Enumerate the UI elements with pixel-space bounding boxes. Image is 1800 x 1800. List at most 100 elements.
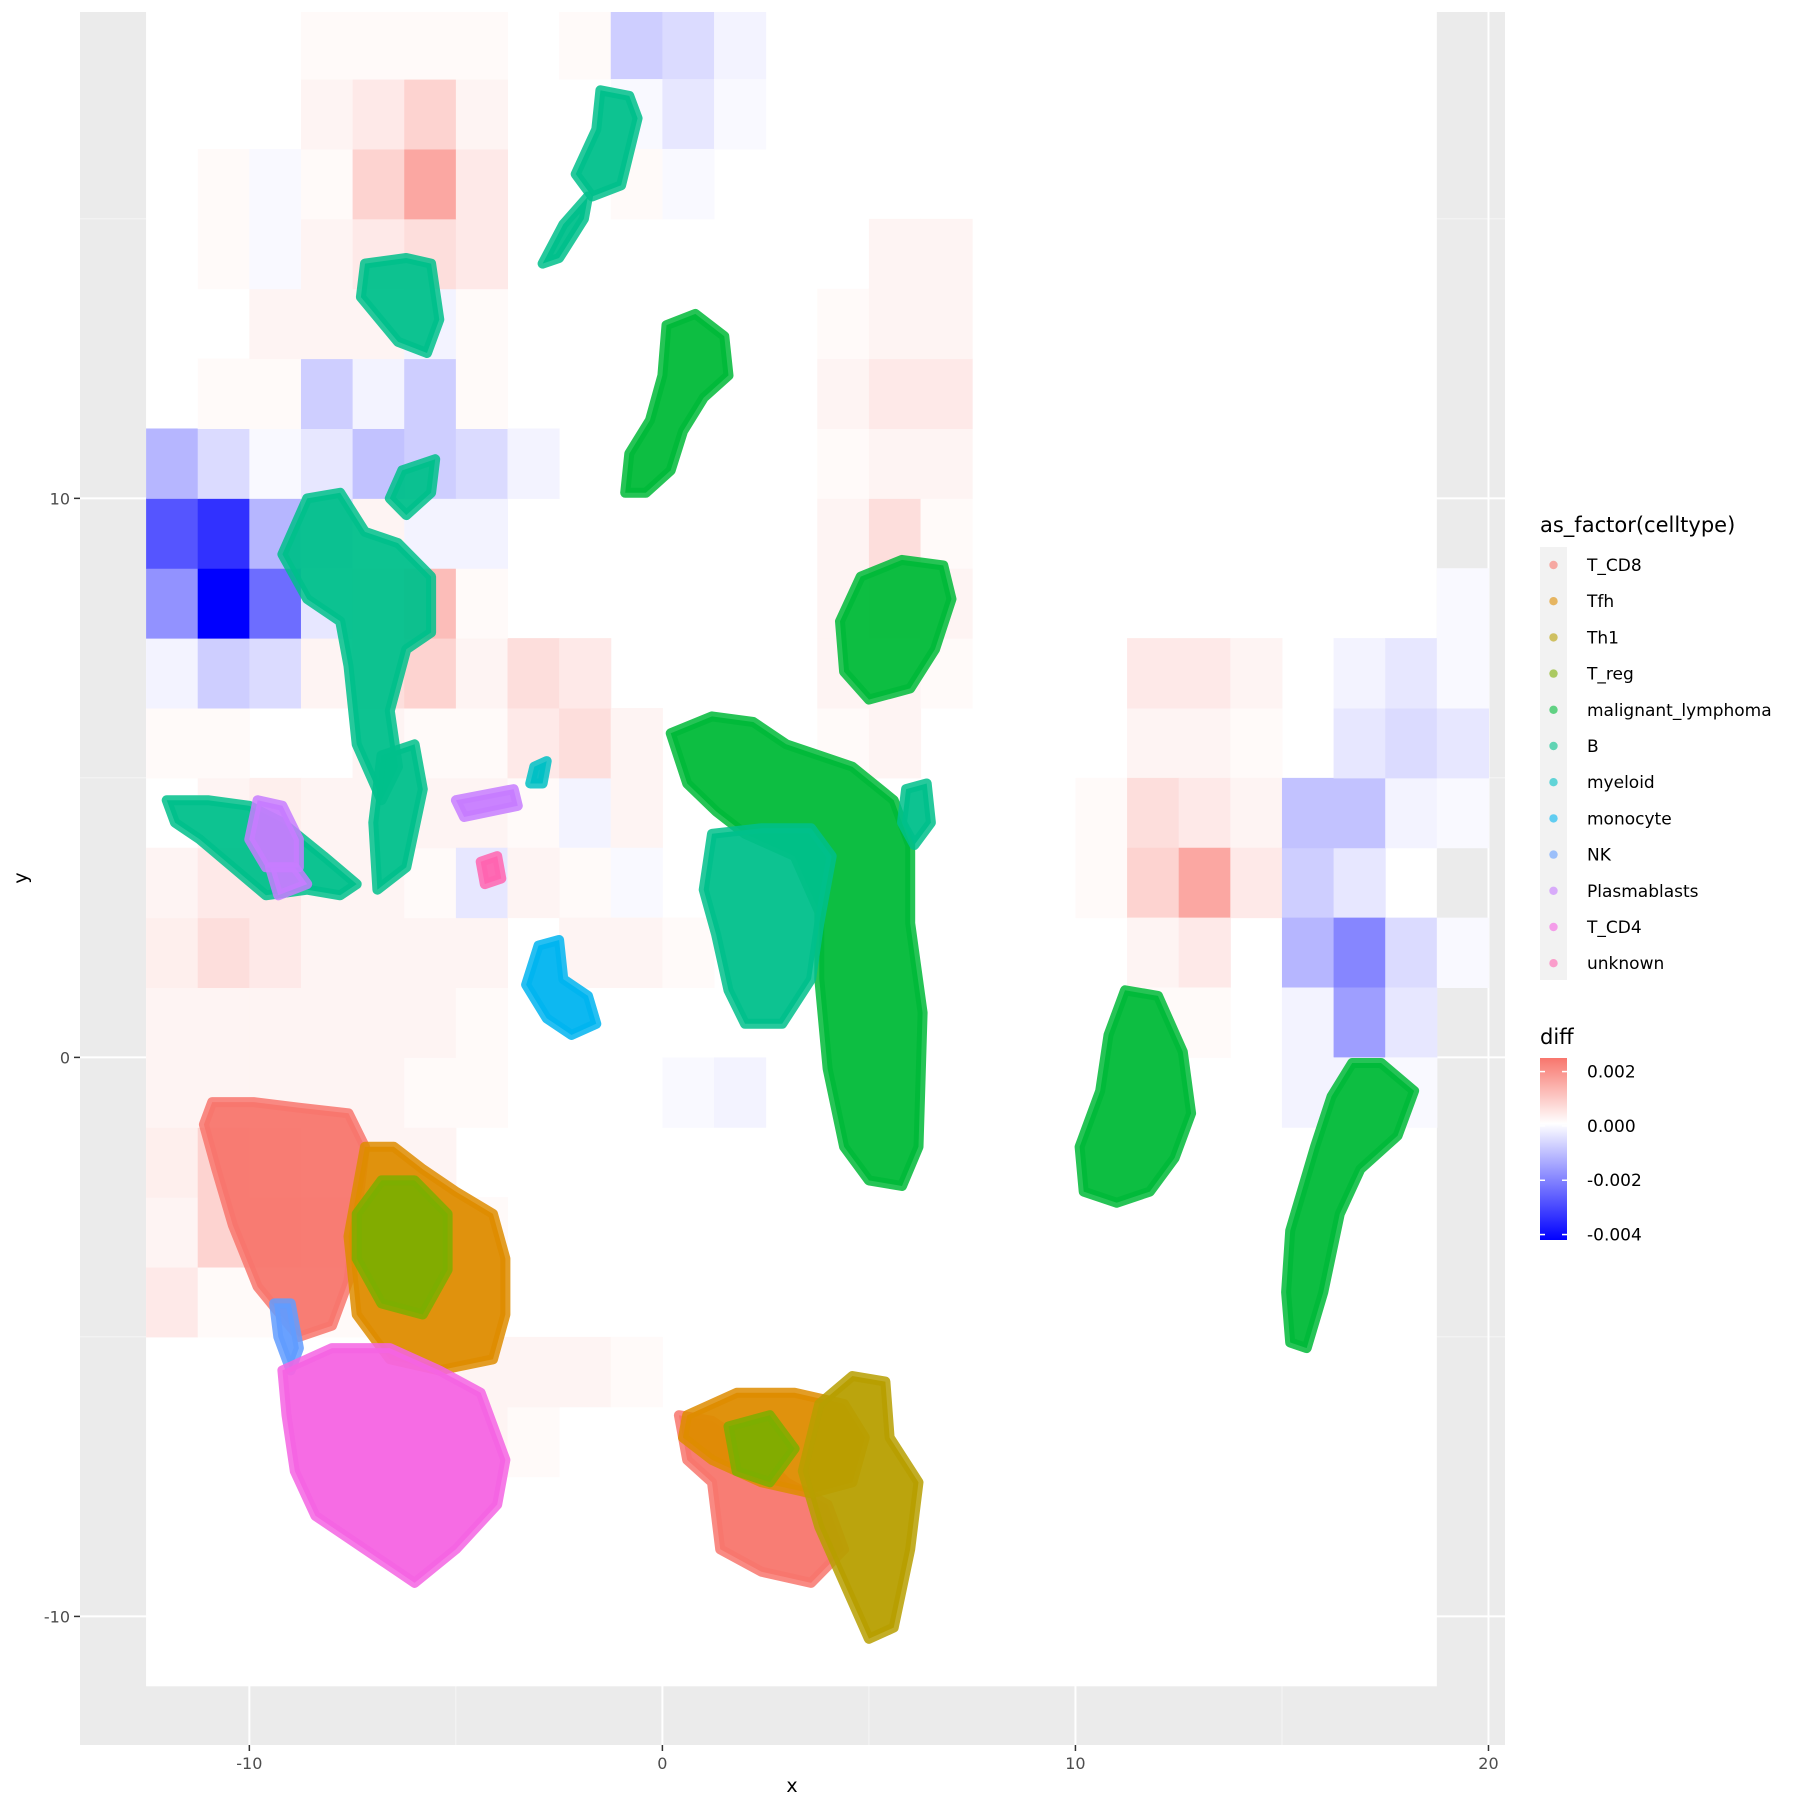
heatmap-tile [868,358,922,429]
heatmap-tile [1178,987,1231,1058]
heatmap-tile [610,1336,663,1408]
heatmap-tile [559,707,612,779]
heatmap-tile [714,1057,767,1128]
legend-item-plasmablasts: Plasmablasts [1549,882,1699,902]
diff-legend: diff 0.002 0.000 -0.002 -0.004 [1540,1025,1642,1246]
legend-key-dot [1549,669,1558,678]
heatmap-tile [455,638,508,709]
legend-item-t-cd8: T_CD8 [1549,556,1642,576]
heatmap-tile [1333,847,1386,919]
heatmap-tile [611,0,663,10]
heatmap-tile [197,218,250,290]
heatmap-tile [1436,568,1489,639]
legend-key-dot [1549,886,1558,895]
cluster-b [698,823,837,1029]
heatmap-tile [404,79,457,150]
cluster-malignant-lymphoma [620,308,734,498]
heatmap-tile [455,218,508,290]
heatmap-tile [146,1127,199,1198]
heatmap-tile [920,498,973,569]
heatmap-tile [197,148,250,220]
heatmap-tile [662,148,715,220]
heatmap-tile [146,847,199,919]
celltype-legend-key-background [1540,547,1567,980]
heatmap-tile [662,917,715,989]
heatmap-tile [920,218,973,290]
heatmap-tile [249,218,302,290]
heatmap-tile [404,1057,457,1128]
heatmap-tile [610,847,663,919]
heatmap-tile [1127,777,1180,849]
heatmap-tile [300,288,354,360]
heatmap-tile [662,79,715,150]
heatmap-tile [1230,777,1283,849]
cluster-malignant-lymphoma [1281,1058,1420,1354]
legend-item-label: T_reg [1586,665,1634,685]
cluster-plasmablasts [265,862,313,901]
heatmap-tile [559,1336,612,1408]
heatmap-tile [353,0,405,10]
heatmap-tile [868,288,922,360]
legend-key-dot [1549,633,1558,642]
heatmap-tile [1127,707,1180,779]
heatmap-tile [1281,847,1335,919]
heatmap-tile [352,987,405,1058]
legend-item-label: Th1 [1586,628,1619,648]
heatmap-tile [662,12,715,80]
heatmap-tile [352,917,405,989]
cluster-myeloid [525,756,552,789]
legend-item-label: Tfh [1586,592,1614,612]
heatmap-tile [404,148,457,220]
y-axis-title: y [10,872,32,883]
heatmap-tile [455,428,508,499]
heatmap-tile [714,0,766,10]
heatmap-tile [455,568,508,639]
cluster-b [897,778,936,850]
heatmap-tile [249,428,302,499]
heatmap-tile [610,12,663,80]
heatmap-tile [197,498,250,569]
heatmap-tile [146,1197,199,1268]
heatmap-tile [455,707,508,779]
diff-colorbar [1540,1058,1567,1240]
diff-break-label: -0.004 [1587,1226,1642,1246]
heatmap-tile [1385,638,1438,709]
heatmap-tile [1230,638,1283,709]
heatmap-tile [455,358,508,429]
heatmap-tile [146,987,199,1058]
cluster-b [277,487,437,806]
legend-key-dot [1549,741,1558,751]
heatmap-tile [507,428,560,499]
cluster-b [537,191,593,269]
diff-break-label: -0.002 [1587,1171,1642,1191]
cluster-plasmablasts [450,784,523,822]
heatmap-tile [146,1267,199,1338]
heatmap-tile [352,358,405,429]
x-axis-title: x [786,1775,797,1797]
cluster-monocyte [521,935,602,1040]
heatmap-tile [146,638,199,709]
legend-item-myeloid: myeloid [1549,773,1655,793]
heatmap-tile [920,428,973,499]
heatmap-tile [920,358,973,429]
heatmap-tile [249,638,302,709]
heatmap-tile [300,148,354,220]
legend-item-monocyte: monocyte [1549,809,1672,829]
heatmap-tile [146,1057,199,1128]
y-tick-label: 10 [50,489,70,508]
heatmap-tile [404,12,457,80]
heatmap-tile [455,498,508,569]
heatmap-tile [455,79,508,150]
x-tick-label: 20 [1478,1754,1498,1773]
legend-key-dot [1549,959,1558,968]
heatmap-tile [197,987,250,1058]
heatmap-tile [249,288,302,360]
heatmap-tile [352,1057,405,1128]
legend-key-dot [1549,814,1558,823]
heatmap-tile [1436,638,1489,709]
y-axis-ticks: -10 0 10 [44,489,80,1626]
heatmap-tile [1230,707,1283,779]
cluster-t-reg [723,1410,800,1488]
heatmap-tile [868,428,922,499]
